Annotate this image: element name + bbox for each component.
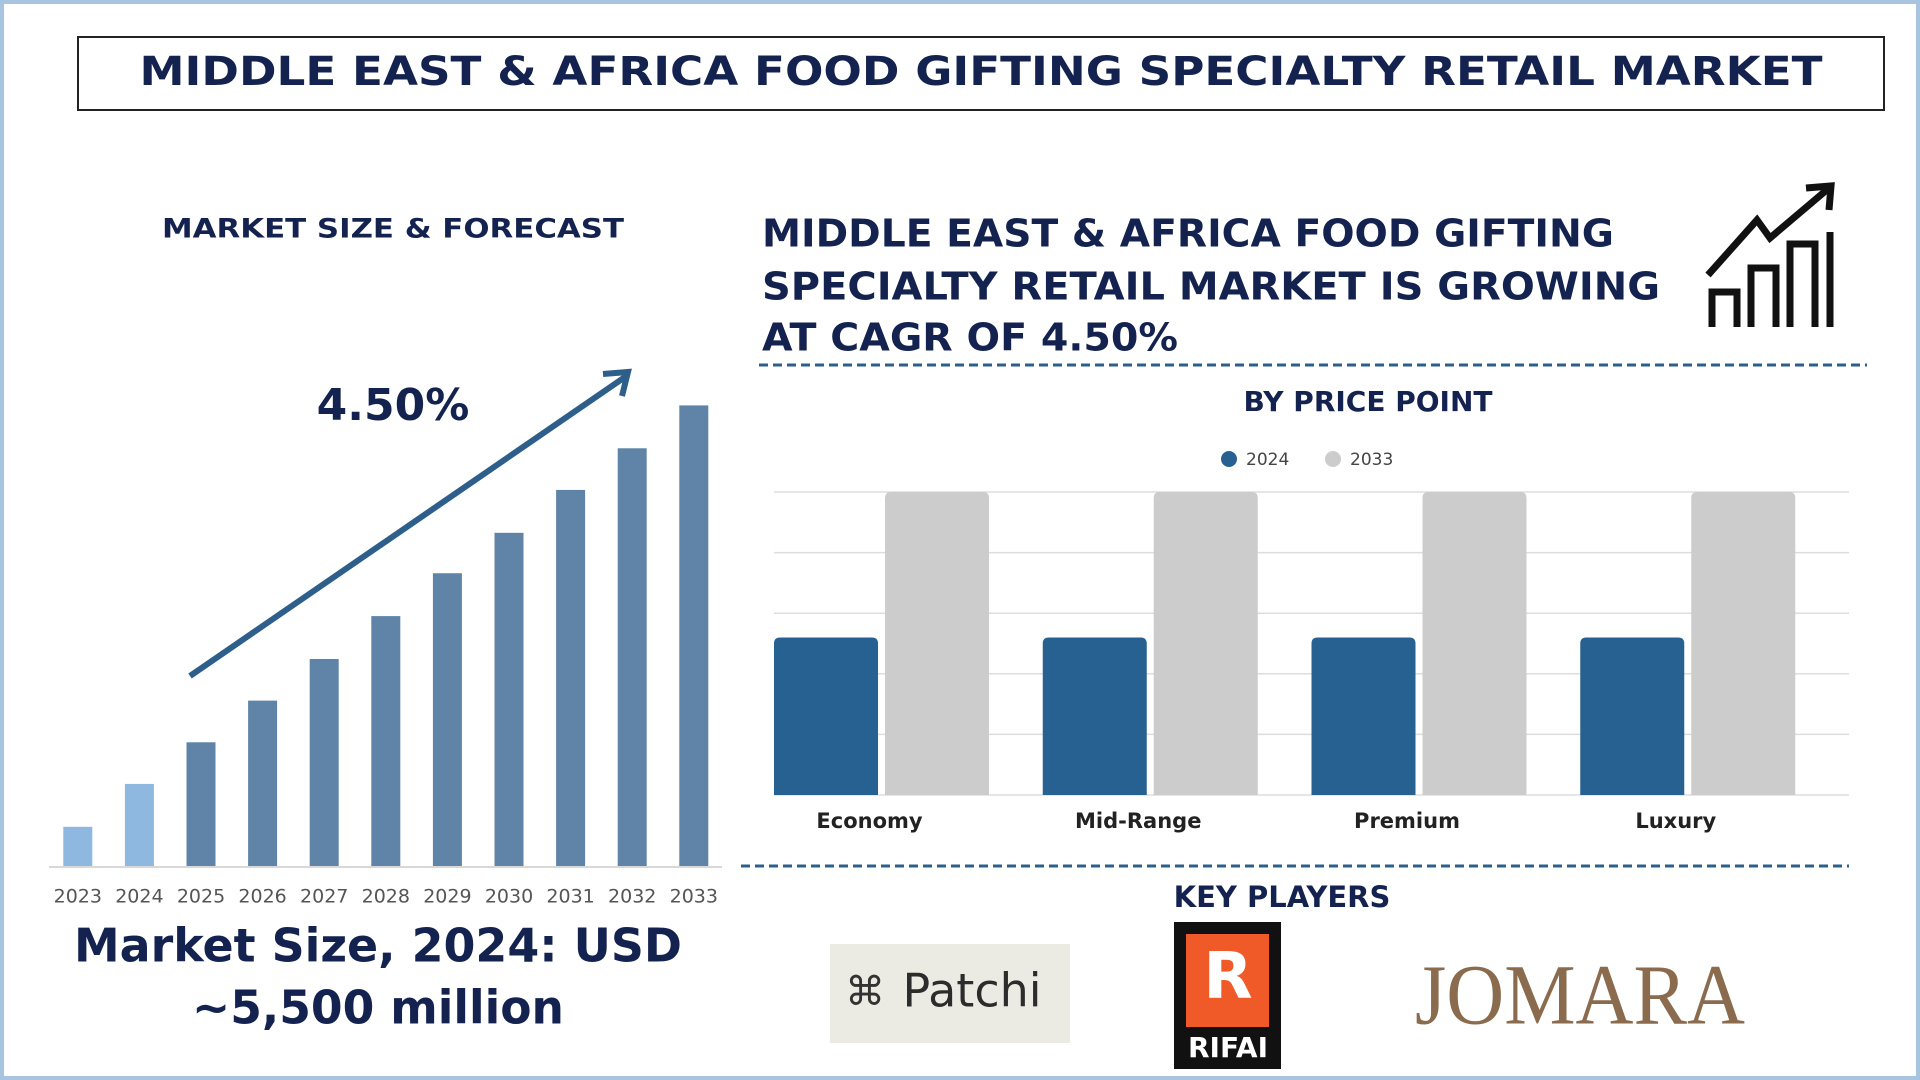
legend-label: 2024 — [1246, 450, 1289, 470]
x-tick-label: 2033 — [670, 886, 718, 908]
growth-icon — [1705, 182, 1835, 327]
cagr-annotation: 4.50% — [317, 380, 470, 431]
growth-arrow-head — [602, 368, 632, 397]
headline-line: AT CAGR OF 4.50% — [762, 316, 1178, 360]
bar — [1153, 492, 1258, 795]
rifai-logo-mark — [1186, 934, 1269, 1027]
bar — [774, 637, 878, 795]
bar — [885, 492, 989, 795]
x-tick-label: 2027 — [300, 886, 348, 908]
bar — [309, 658, 339, 866]
x-tick-label: Premium — [1354, 809, 1460, 833]
x-tick-label: 2028 — [362, 886, 410, 908]
bar — [186, 742, 216, 866]
x-tick-label: 2030 — [485, 886, 533, 908]
x-tick-label: 2023 — [54, 886, 102, 908]
price-point-chart: Economy Mid-Range Premium Luxury 2024 2033 — [774, 450, 1849, 833]
market-size-line: Market Size, 2024: USD — [74, 919, 682, 973]
right-chart-title: BY PRICE POINT — [1243, 385, 1492, 418]
x-tick-label: Mid-Range — [1075, 809, 1201, 833]
x-tick-label: Luxury — [1635, 809, 1716, 833]
page-title: MIDDLE EAST & AFRICA FOOD GIFTING SPECIA… — [140, 49, 1824, 95]
bar — [617, 448, 647, 866]
x-tick-label: 2026 — [238, 886, 286, 908]
legend-swatch — [1221, 451, 1237, 467]
left-chart-title: MARKET SIZE & FORECAST — [162, 214, 625, 245]
bar — [124, 783, 154, 866]
legend-label: 2033 — [1350, 450, 1393, 470]
legend-swatch — [1325, 451, 1341, 467]
growth-arrow — [188, 374, 627, 679]
title-box — [77, 36, 1885, 111]
market-size-chart: 2023 2024 2025 2026 2027 2028 2029 2030 2031 2032… — [54, 405, 718, 908]
player-name: RIFAI — [1188, 1031, 1268, 1064]
bar — [1042, 637, 1147, 795]
bar — [63, 826, 93, 866]
bar — [494, 532, 524, 866]
patchi-logo — [830, 944, 1070, 1043]
bar — [432, 573, 462, 866]
x-tick-label: 2031 — [546, 886, 594, 908]
key-players-title: KEY PLAYERS — [1174, 880, 1391, 914]
x-tick-label: 2032 — [608, 886, 656, 908]
bar — [1311, 637, 1416, 795]
bar — [1691, 492, 1796, 795]
x-tick-label: 2025 — [177, 886, 225, 908]
bar — [371, 616, 401, 866]
patchi-symbol: ⌘ — [845, 969, 885, 1015]
player-name: Patchi — [902, 964, 1041, 1018]
x-tick-label: Economy — [816, 809, 922, 833]
rifai-symbol: R — [1203, 940, 1252, 1014]
headline-line: SPECIALTY RETAIL MARKET IS GROWING — [762, 265, 1660, 309]
bar — [679, 405, 709, 866]
bar — [556, 489, 586, 866]
headline-line: MIDDLE EAST & AFRICA FOOD GIFTING — [762, 212, 1614, 256]
bar — [1580, 637, 1685, 795]
market-size-line: ~5,500 million — [192, 981, 564, 1035]
x-tick-label: 2029 — [423, 886, 471, 908]
x-tick-label: 2024 — [115, 886, 163, 908]
bar — [1422, 492, 1527, 795]
bar — [248, 700, 278, 866]
player-name: JOMARA — [1415, 947, 1745, 1043]
